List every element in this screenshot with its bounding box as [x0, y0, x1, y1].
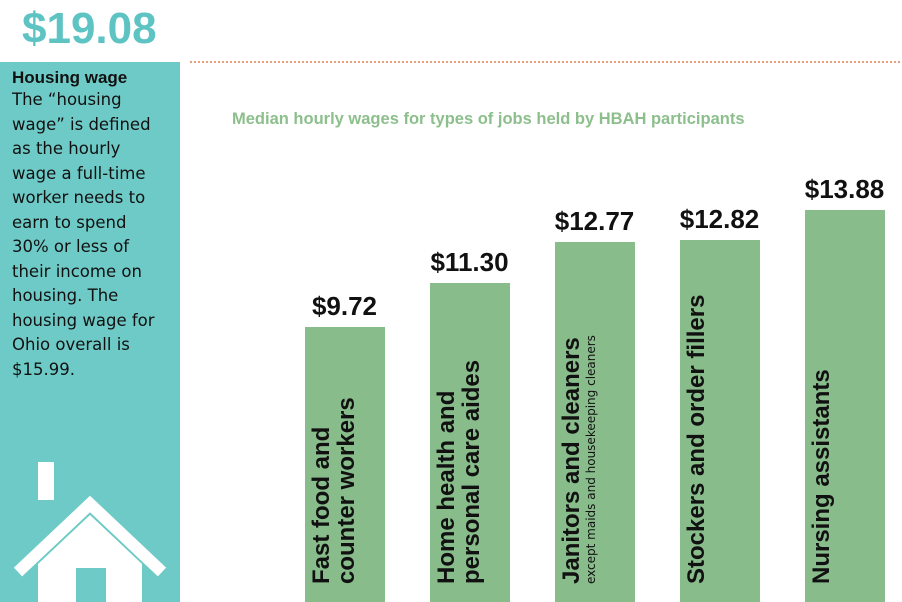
- category-label: Nursing assistants: [805, 222, 885, 592]
- housing-wage-amount: $19.08: [22, 4, 157, 53]
- value-label: $12.82: [679, 204, 760, 235]
- sidebar: Housing wage The “housing wage” is defin…: [0, 62, 180, 602]
- bar: [429, 282, 510, 602]
- divider: [190, 61, 900, 63]
- category-text: Fast food and counter workers: [307, 397, 360, 584]
- bar: [679, 240, 760, 602]
- sidebar-text: The “housing wage” is defined as the hou…: [12, 90, 155, 379]
- sidebar-heading: Housing wage: [12, 68, 128, 87]
- bar: [304, 327, 385, 602]
- category-note: except maids and housekeeping cleaners: [583, 335, 598, 584]
- chart-title: Median hourly wages for types of jobs he…: [232, 110, 745, 128]
- value-label: $11.30: [430, 246, 509, 277]
- category-text: Stockers and order fillers: [682, 294, 710, 584]
- category-label: Janitors and cleaners except maids and ho…: [555, 247, 635, 592]
- bar: [554, 241, 635, 602]
- house-icon: [13, 462, 167, 602]
- category-label: Home health and personal care aides: [430, 342, 510, 592]
- bar: [804, 210, 885, 602]
- category-text: Janitors and cleaners: [557, 337, 585, 584]
- category-label: Fast food and counter workers: [305, 342, 385, 592]
- category-text: Nursing assistants: [807, 369, 835, 584]
- value-label: $13.88: [804, 174, 885, 205]
- value-label: $9.72: [311, 291, 378, 322]
- category-label: Stockers and order fillers: [680, 244, 760, 592]
- value-label: $12.77: [554, 205, 635, 236]
- category-text: Home health and personal care aides: [432, 359, 485, 584]
